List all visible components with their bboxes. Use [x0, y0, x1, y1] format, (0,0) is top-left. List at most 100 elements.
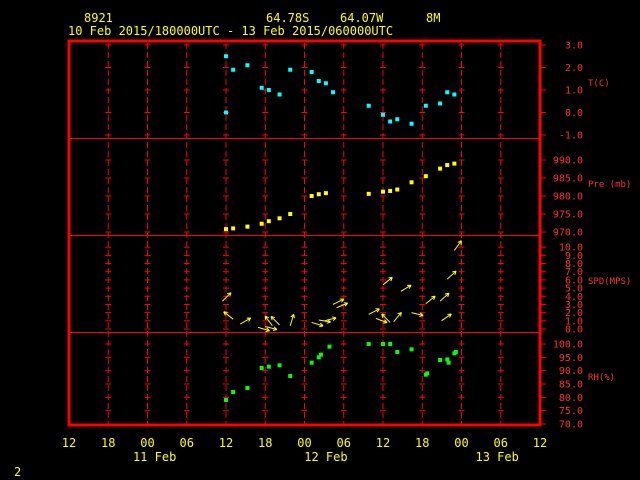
- humidity-point: [277, 363, 282, 368]
- station-id: 8921: [84, 11, 113, 25]
- temperature-point: [231, 67, 236, 72]
- y-tick-label: 10.0: [559, 243, 583, 254]
- x-tick-label: 06: [337, 436, 351, 450]
- humidity-point: [366, 342, 371, 346]
- wind-arrow: [324, 316, 337, 322]
- elevation: 8M: [426, 11, 440, 25]
- humidity-point: [231, 390, 236, 394]
- y-tick-label: 4.0: [565, 292, 583, 303]
- y-tick-label: 985.0: [553, 174, 583, 185]
- wind-arrow: [446, 270, 457, 280]
- wind-arrow: [400, 284, 412, 292]
- pressure-point: [438, 166, 443, 171]
- temperature-point: [423, 103, 428, 108]
- longitude: 64.07W: [340, 11, 384, 25]
- temperature-point: [224, 110, 228, 115]
- y-tick-label: 90.0: [559, 366, 583, 377]
- wind-arrow: [381, 313, 391, 323]
- y-tick-label: -1.0: [559, 131, 583, 142]
- x-tick-label: 06: [180, 436, 194, 450]
- pressure-point: [288, 212, 293, 216]
- x-tick-label: 12: [533, 436, 547, 450]
- wind-arrow: [336, 302, 349, 309]
- y-tick-label: 80.0: [559, 393, 583, 404]
- wind-arrow: [240, 317, 252, 325]
- x-tick-label: 00: [454, 436, 468, 450]
- wind-arrow: [270, 315, 280, 326]
- time-period: 10 Feb 2015/180000UTC - 13 Feb 2015/0600…: [68, 24, 393, 38]
- temperature-point: [366, 103, 371, 108]
- y-tick-label: 100.0: [553, 340, 583, 351]
- humidity-point: [438, 358, 443, 362]
- temperature-point: [323, 81, 328, 86]
- humidity-point: [425, 371, 430, 376]
- x-tick-label: 18: [258, 436, 272, 450]
- latitude: 64.78S: [266, 11, 309, 25]
- wind-arrow: [264, 315, 273, 327]
- wind-arrow: [265, 326, 278, 331]
- x-tick-label: 00: [297, 436, 311, 450]
- y-tick-label: 990.0: [553, 156, 583, 167]
- temperature-point: [445, 90, 450, 95]
- x-tick-label: 12: [376, 436, 390, 450]
- temperature-point: [288, 67, 293, 72]
- pressure-point: [231, 226, 236, 231]
- humidity-point: [395, 350, 400, 354]
- temperature-point: [331, 90, 336, 95]
- humidity-point: [224, 398, 228, 402]
- page-number: 2: [14, 465, 21, 479]
- x-tick-label: 12: [219, 436, 233, 450]
- pressure-point: [316, 192, 321, 197]
- temperature-point: [388, 119, 393, 124]
- pressure-point: [245, 224, 250, 229]
- wind-arrow: [453, 240, 462, 251]
- wind-arrow: [439, 292, 450, 302]
- wind-arrow: [257, 326, 270, 333]
- wind-arrow: [332, 298, 345, 305]
- temperature-point: [395, 117, 400, 122]
- pressure-point: [409, 180, 414, 185]
- pressure-point: [309, 194, 314, 198]
- y-tick-label: 980.0: [553, 192, 583, 203]
- grid: [69, 43, 540, 425]
- wind-arrow: [223, 311, 234, 320]
- panel-label-wind: SPD(MPS): [588, 277, 631, 287]
- data-marks: [222, 54, 462, 402]
- y-tick-label: 1.0: [565, 316, 583, 327]
- y-tick-label: 70.0: [559, 420, 583, 431]
- wind-arrow: [368, 308, 380, 315]
- humidity-point: [288, 374, 293, 378]
- humidity-point: [316, 355, 321, 360]
- wind-arrow: [393, 311, 402, 322]
- y-tick-label: 3.0: [565, 41, 583, 52]
- humidity-point: [446, 360, 451, 365]
- humidity-point: [453, 350, 458, 354]
- panel-label-humidity: RH(%): [588, 373, 615, 383]
- temperature-point: [316, 79, 321, 83]
- humidity-point: [266, 364, 271, 369]
- x-tick-label: 18: [415, 436, 429, 450]
- wind-arrow: [425, 295, 436, 305]
- temperature-point: [245, 63, 250, 68]
- temperature-point: [409, 121, 414, 126]
- y-tick-label: 1.0: [565, 86, 583, 97]
- humidity-point: [381, 342, 385, 346]
- humidity-point: [327, 344, 332, 349]
- wind-arrow: [441, 313, 452, 322]
- temperature-point: [309, 70, 314, 74]
- x-tick-label: 12: [62, 436, 76, 450]
- x-tick-label: 00: [140, 436, 154, 450]
- y-tick-label: 75.0: [559, 406, 583, 417]
- humidity-point: [245, 386, 250, 390]
- day-label: 12 Feb: [304, 450, 347, 464]
- panel-label-pressure: Pre (mb): [588, 180, 631, 190]
- wind-arrow: [411, 312, 424, 318]
- humidity-point: [259, 366, 264, 370]
- temperature-point: [438, 101, 443, 106]
- pressure-point: [445, 163, 450, 168]
- panel-label-temperature: T(C): [588, 79, 610, 89]
- temperature-point: [266, 88, 271, 92]
- wind-arrow: [382, 276, 393, 286]
- y-tick-label: 85.0: [559, 380, 583, 391]
